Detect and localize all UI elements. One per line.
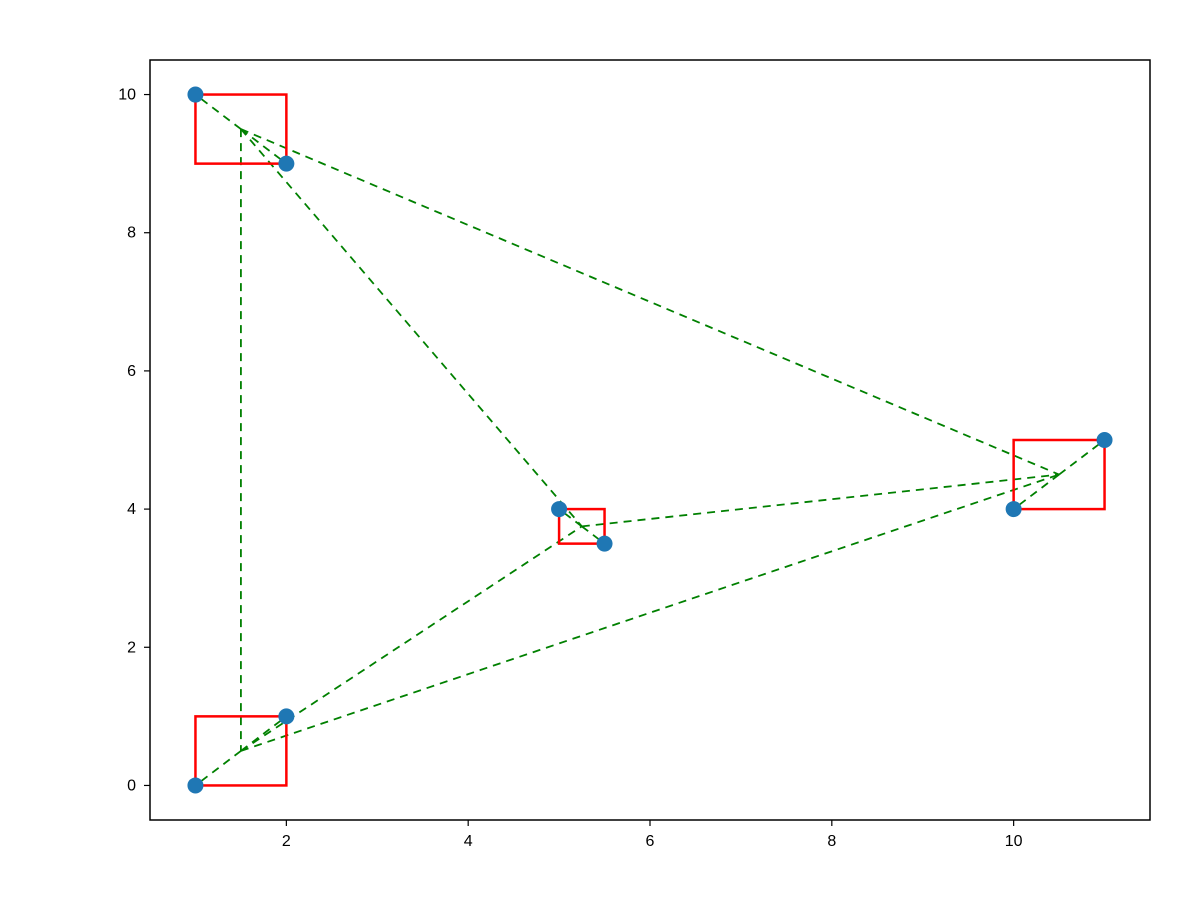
x-tick-label: 6 <box>646 833 655 850</box>
data-point <box>278 156 294 172</box>
y-tick-label: 2 <box>127 639 136 656</box>
x-tick-label: 2 <box>282 833 291 850</box>
data-point <box>278 708 294 724</box>
data-point <box>551 501 567 517</box>
y-tick-label: 0 <box>127 777 136 794</box>
y-tick-label: 6 <box>127 363 136 380</box>
y-tick-label: 10 <box>118 87 136 104</box>
data-point <box>1097 432 1113 448</box>
data-point <box>597 536 613 552</box>
scatter-network-chart: 2 4 6 8 10 0 2 4 6 8 10 <box>0 0 1200 922</box>
y-tick-label: 4 <box>127 501 136 518</box>
x-tick-label: 10 <box>1005 833 1023 850</box>
chart-container: 2 4 6 8 10 0 2 4 6 8 10 <box>0 0 1200 922</box>
x-tick-label: 4 <box>464 833 473 850</box>
data-point <box>187 87 203 103</box>
x-tick-label: 8 <box>827 833 836 850</box>
y-tick-label: 8 <box>127 225 136 242</box>
data-point <box>1006 501 1022 517</box>
data-point <box>187 777 203 793</box>
